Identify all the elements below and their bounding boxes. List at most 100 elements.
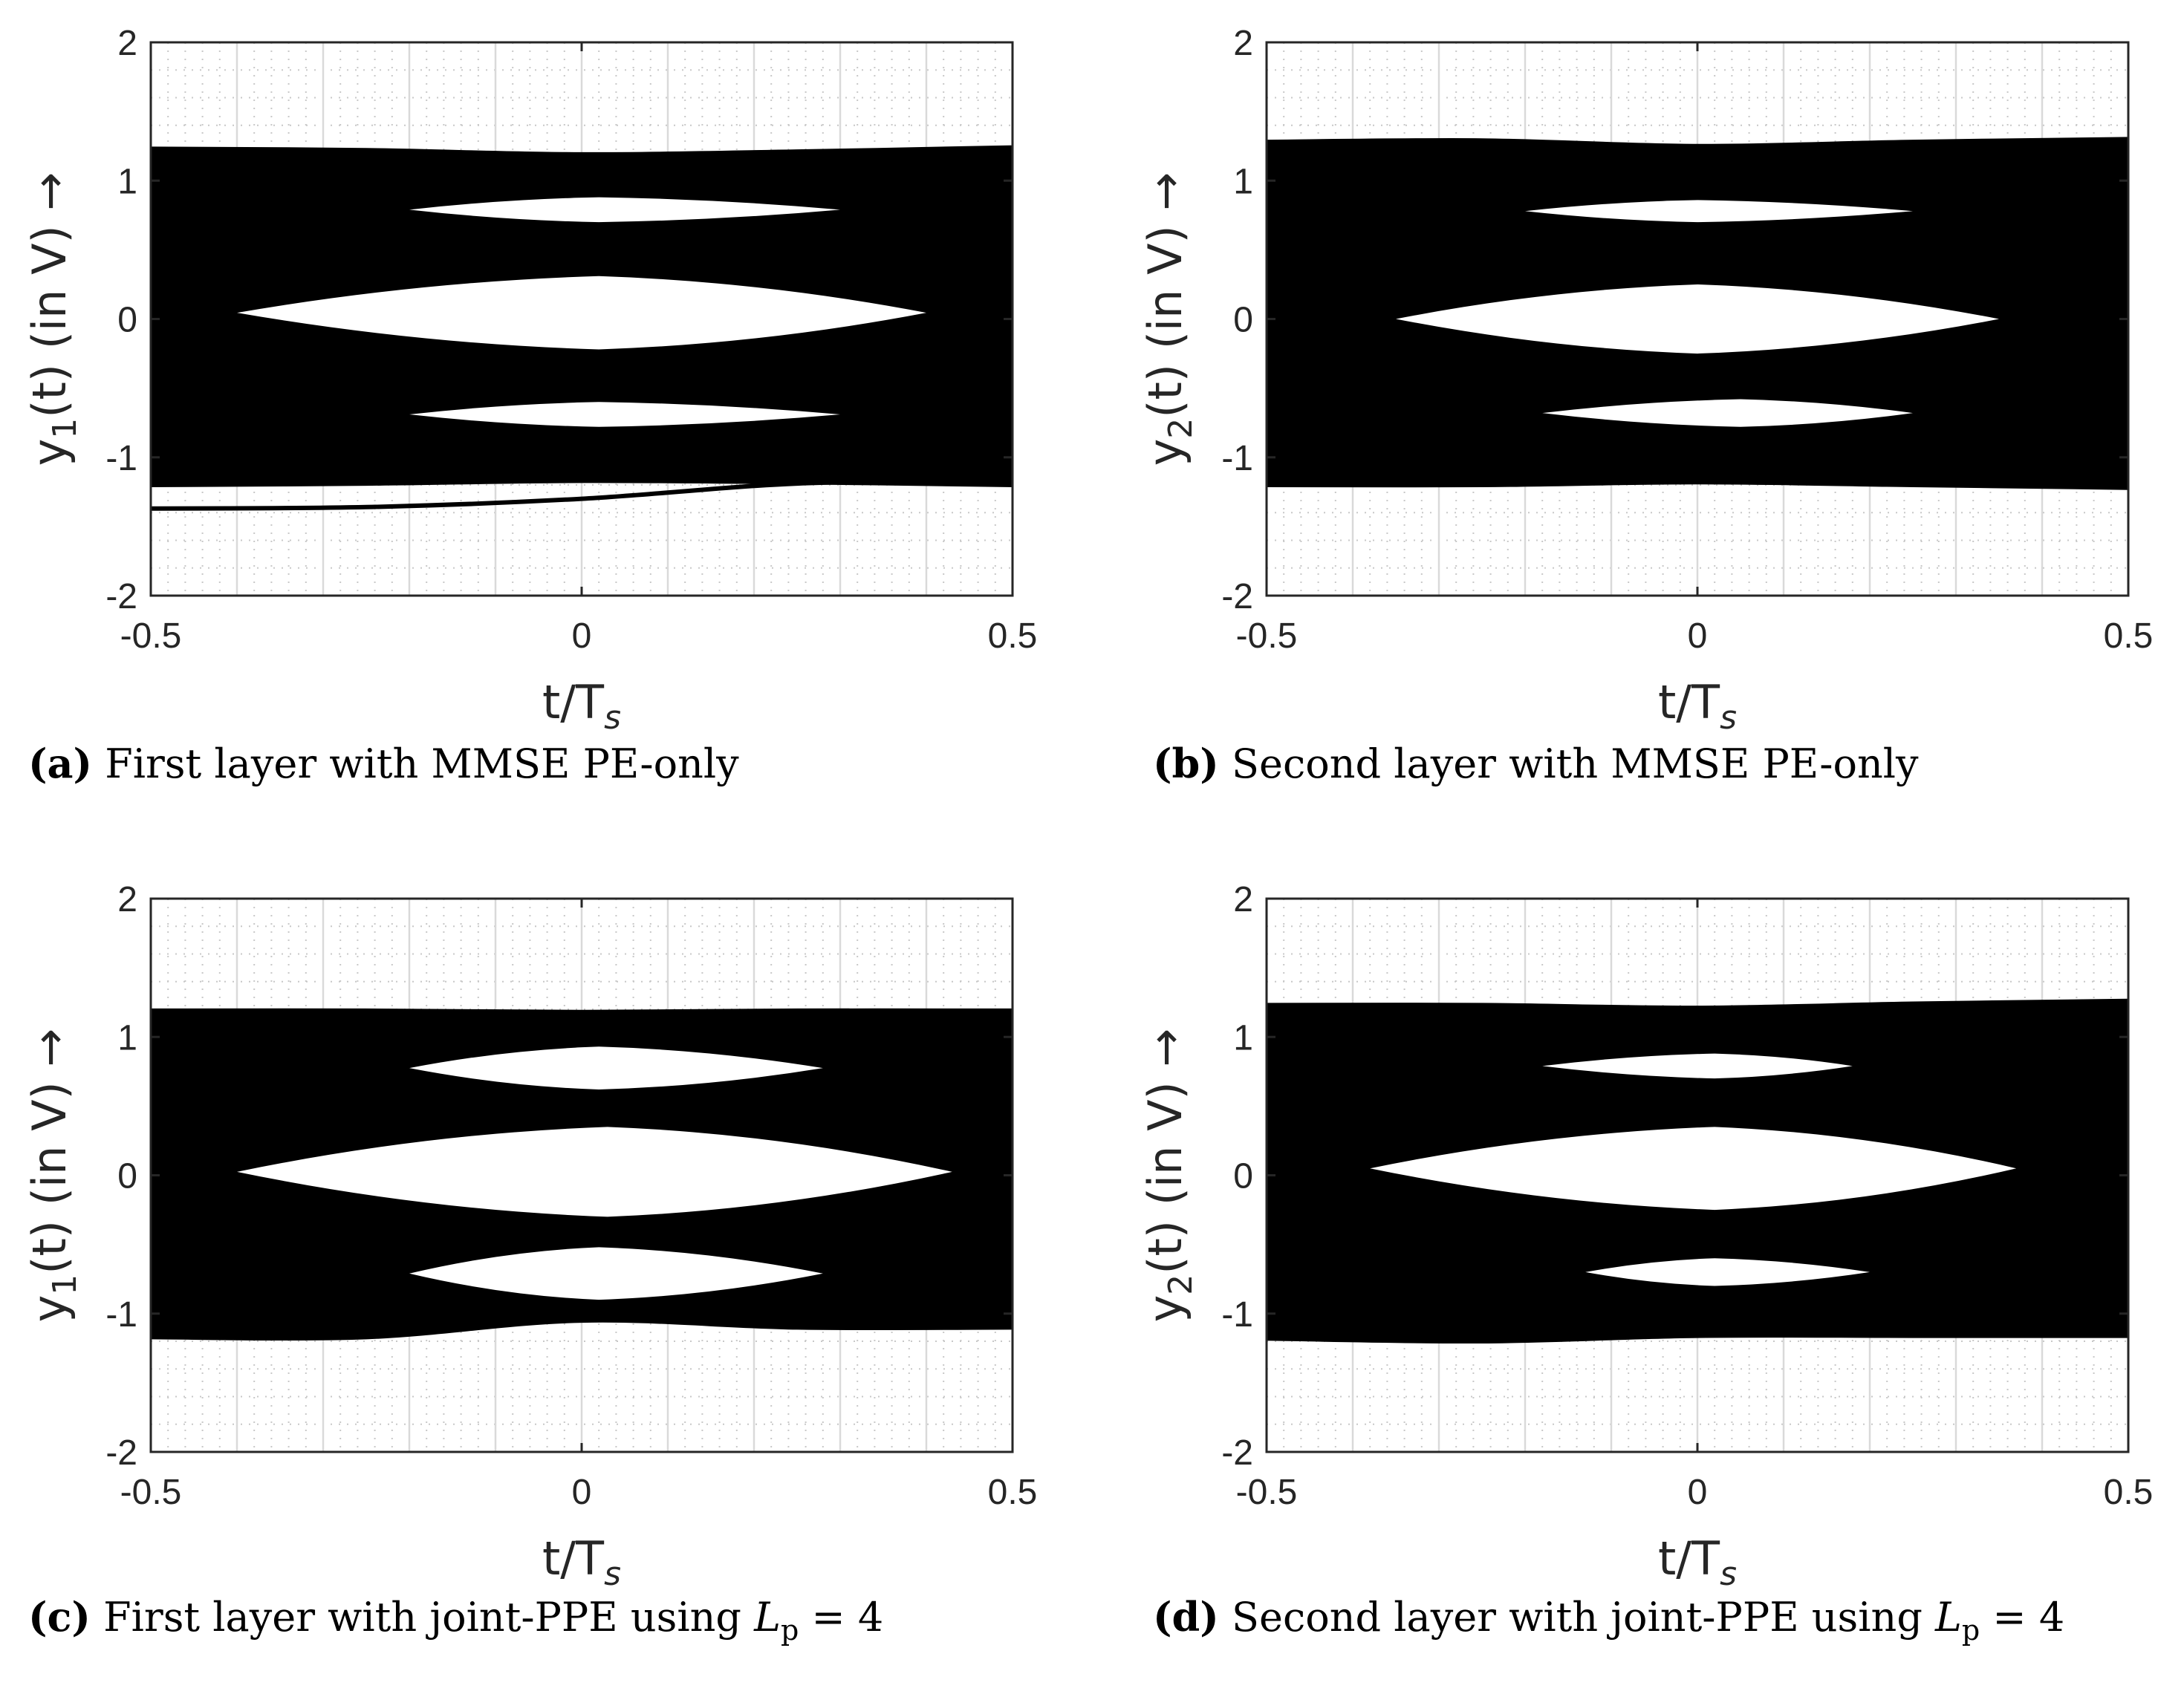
y-axis-label-main: y	[1138, 439, 1192, 466]
y-axis-label-main: y	[22, 1295, 77, 1323]
y-tick-label: 2	[1233, 880, 1253, 919]
y-tick-label: -1	[1221, 1295, 1253, 1335]
x-tick-label: -0.5	[120, 616, 182, 656]
eye-trace-1	[1266, 137, 2129, 149]
caption-text: Second layer with MMSE PE-only	[1218, 740, 1919, 787]
eye-trace-1	[1266, 998, 2129, 1011]
x-tick-label: 0.5	[2104, 616, 2154, 656]
y-tick-label: 1	[1233, 1018, 1253, 1058]
caption-math-sub: p	[1961, 1613, 1980, 1646]
eye-opening-3	[409, 402, 840, 427]
eye-opening-2	[1396, 284, 1999, 354]
y-tick-label: 2	[1233, 24, 1253, 63]
x-axis-label-sub: s	[604, 1555, 621, 1593]
caption-text: Second layer with joint-PPE using	[1218, 1594, 1923, 1641]
caption-tag: (a)	[28, 740, 93, 787]
y-axis-label: y1(t) (in V) →	[22, 172, 84, 466]
x-axis-label-main: t/T	[1658, 675, 1720, 729]
caption-d: (d) Second layer with joint-PPE using Lp…	[1153, 1593, 2064, 1646]
caption-tag: (d)	[1153, 1593, 1219, 1641]
x-axis-label: t/Ts	[1658, 1531, 1737, 1593]
y-axis-label-tail: (t) (in V) →	[22, 1029, 77, 1274]
x-axis-label-main: t/T	[542, 1531, 605, 1586]
eye-opening-3	[409, 1247, 823, 1300]
x-tick-label: 0.5	[988, 1473, 1038, 1512]
x-tick-label: 0	[1688, 616, 1708, 656]
x-axis-label: t/Ts	[542, 675, 621, 737]
y-axis-label: y1(t) (in V) →	[22, 1029, 84, 1323]
caption-math: L	[1922, 1594, 1962, 1641]
y-tick-label: -2	[1221, 1433, 1253, 1473]
eye-trace-1	[150, 145, 1013, 157]
y-tick-label: 0	[117, 1157, 137, 1196]
y-axis-label-sub: 2	[1162, 418, 1200, 439]
caption-math-tail: = 4	[799, 1594, 884, 1641]
y-axis-label: y2(t) (in V) →	[1138, 172, 1200, 466]
eye-trace-2	[1266, 480, 2129, 490]
y-tick-label: -2	[1221, 577, 1253, 616]
y-tick-label: -1	[1221, 439, 1253, 478]
caption-math-sub: p	[780, 1613, 799, 1646]
x-axis-label-sub: s	[1720, 699, 1737, 737]
eye-trace-2	[150, 1317, 1013, 1341]
y-axis-label: y2(t) (in V) →	[1138, 1029, 1200, 1323]
x-tick-label: -0.5	[120, 1473, 182, 1512]
y-axis-label-tail: (t) (in V) →	[1138, 1029, 1192, 1274]
caption-text: First layer with joint-PPE using	[90, 1594, 741, 1641]
y-tick-label: 1	[117, 162, 137, 201]
caption-a: (a) First layer with MMSE PE-only	[28, 740, 739, 787]
eye-trace-2	[1266, 1333, 2128, 1344]
y-tick-label: -1	[105, 439, 137, 478]
caption-math-tail: = 4	[1980, 1594, 2065, 1641]
y-tick-label: -2	[105, 577, 137, 616]
caption-c: (c) First layer with joint-PPE using Lp …	[28, 1593, 883, 1646]
eye-opening-1	[409, 1046, 823, 1090]
x-tick-label: -0.5	[1236, 1473, 1298, 1512]
y-axis-label-sub: 1	[46, 418, 84, 439]
eye-opening-1	[1525, 200, 1913, 223]
y-axis-label-tail: (t) (in V) →	[1138, 172, 1192, 418]
y-axis-label-sub: 2	[1162, 1274, 1200, 1295]
caption-math: L	[741, 1594, 781, 1641]
y-axis-label-tail: (t) (in V) →	[22, 172, 77, 418]
x-axis-label-main: t/T	[1658, 1531, 1720, 1586]
eye-opening-1	[409, 197, 840, 223]
y-axis-label-main: y	[1138, 1295, 1192, 1323]
x-tick-label: 0.5	[988, 616, 1038, 656]
eye-opening-2	[237, 1127, 952, 1217]
x-tick-label: 0	[1688, 1473, 1708, 1512]
y-tick-label: 0	[1233, 301, 1253, 340]
eye-opening-3	[1542, 399, 1913, 427]
caption-text: First layer with MMSE PE-only	[92, 740, 739, 787]
y-axis-label-sub: 1	[46, 1274, 84, 1295]
y-tick-label: 2	[117, 24, 137, 63]
x-tick-label: 0	[572, 1473, 592, 1512]
caption-tag: (c)	[28, 1593, 91, 1641]
caption-b: (b) Second layer with MMSE PE-only	[1153, 740, 1919, 787]
x-axis-label-sub: s	[1720, 1555, 1737, 1593]
y-tick-label: 0	[117, 301, 137, 340]
x-tick-label: -0.5	[1236, 616, 1298, 656]
eye-opening-2	[237, 276, 926, 350]
y-tick-label: 0	[1233, 1157, 1253, 1196]
x-axis-label: t/Ts	[542, 1531, 621, 1593]
x-axis-label: t/Ts	[1658, 675, 1737, 737]
eye-trace-1	[150, 1008, 1013, 1014]
eye-opening-3	[1585, 1258, 1870, 1286]
y-tick-label: 1	[1233, 162, 1253, 201]
x-tick-label: 0.5	[2104, 1473, 2154, 1512]
y-tick-label: -1	[105, 1295, 137, 1335]
y-axis-label-main: y	[22, 439, 77, 466]
x-axis-label-sub: s	[604, 699, 621, 737]
y-tick-label: -2	[105, 1433, 137, 1473]
eye-opening-2	[1370, 1127, 2017, 1211]
eye-opening-1	[1542, 1053, 1853, 1079]
y-tick-label: 1	[117, 1018, 137, 1058]
x-axis-label-main: t/T	[542, 675, 605, 729]
caption-tag: (b)	[1153, 740, 1219, 787]
